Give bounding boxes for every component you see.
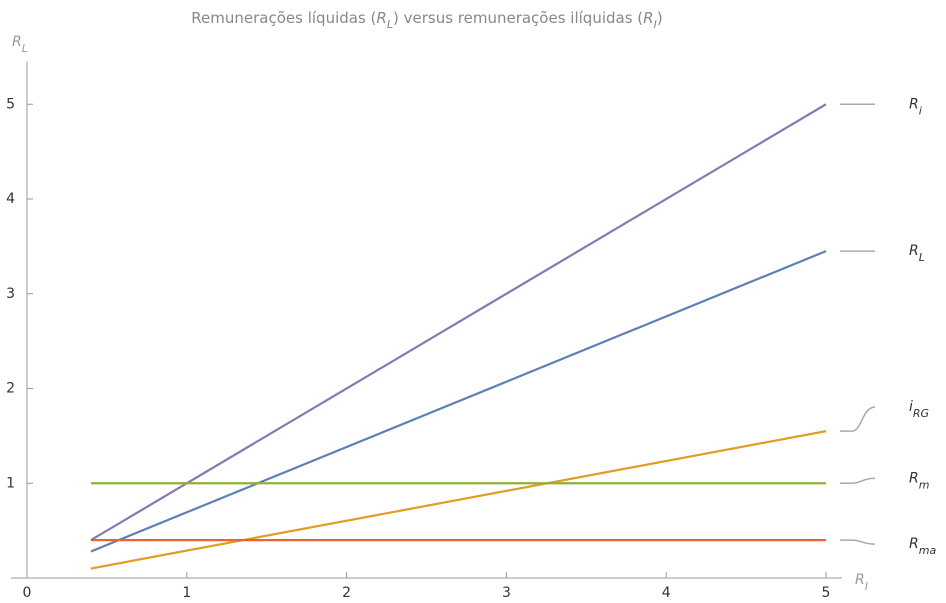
series-label-base: i: [909, 399, 913, 415]
x-axis-label-sub: I: [865, 580, 868, 593]
label-connector: [840, 539, 876, 545]
series-label-sub: i: [919, 104, 922, 117]
series-label-sub: ma: [919, 544, 937, 557]
y-tick-label: 5: [6, 96, 15, 112]
series-label: Ri: [909, 96, 922, 117]
series-label-sub: L: [919, 251, 925, 264]
title-part: Remunerações líquidas (: [191, 9, 376, 27]
x-tick-label: 0: [23, 585, 32, 599]
series-label: iRG: [909, 399, 929, 420]
series-label: Rma: [909, 536, 936, 557]
title-part: ): [657, 9, 663, 27]
line-series: [90, 250, 827, 553]
series-label-base: R: [909, 243, 919, 259]
y-axis-label-base: R: [12, 34, 22, 50]
series-label-base: R: [909, 470, 919, 486]
title-part: L: [387, 18, 393, 31]
series-label-sub: RG: [913, 407, 929, 420]
title-part: R: [643, 9, 653, 27]
series-label: Rm: [909, 470, 929, 491]
y-tick-label: 3: [6, 286, 15, 302]
chart-title: Remunerações líquidas (RL) versus remune…: [191, 9, 662, 31]
title-part: I: [654, 18, 657, 31]
y-tick-label: 4: [6, 191, 15, 207]
series-label-base: R: [909, 96, 919, 112]
line-series: [90, 430, 827, 570]
y-tick-label: 2: [6, 381, 15, 397]
series-label-base: R: [909, 536, 919, 552]
x-tick-label: 1: [182, 585, 191, 599]
series-label: RL: [909, 243, 925, 263]
x-tick-label: 3: [502, 585, 511, 599]
line-series: [90, 103, 827, 542]
y-tick-label: 1: [6, 475, 15, 491]
y-axis-label: RL: [12, 34, 28, 55]
x-tick-label: 4: [662, 585, 671, 599]
series-label-sub: m: [919, 478, 930, 491]
title-part: R: [376, 9, 386, 27]
title-part: ) versus remunerações ilíquidas (: [393, 9, 643, 27]
y-axis-label-sub: L: [22, 42, 28, 55]
x-tick-label: 5: [822, 585, 831, 599]
label-connector: [840, 477, 876, 484]
x-axis-label: RI: [855, 572, 868, 593]
label-connector: [840, 406, 876, 432]
x-axis-label-base: R: [855, 572, 865, 588]
x-tick-label: 2: [342, 585, 351, 599]
